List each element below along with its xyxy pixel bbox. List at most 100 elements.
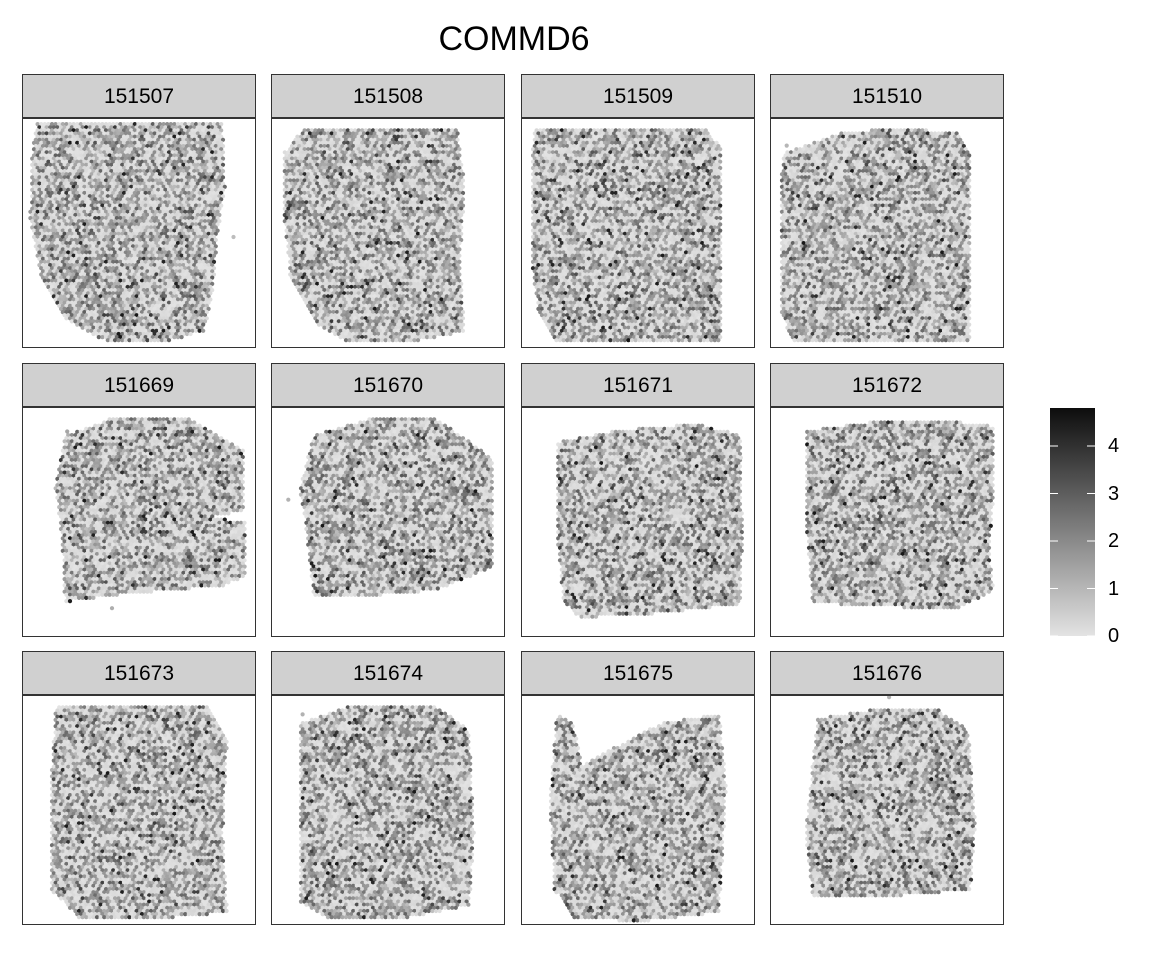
spot (163, 331, 168, 337)
spot (60, 291, 65, 296)
spot (84, 269, 89, 274)
spot (311, 181, 316, 186)
spot (87, 250, 92, 255)
spot (286, 156, 291, 161)
spot (331, 140, 336, 145)
spot (60, 278, 65, 283)
spot (87, 187, 92, 192)
spot (121, 197, 127, 202)
spot (177, 300, 182, 305)
spot (39, 216, 44, 221)
spot (139, 216, 145, 221)
spot (168, 153, 173, 158)
spot (80, 162, 85, 167)
spot (175, 322, 181, 327)
spot (186, 172, 191, 177)
spot (73, 137, 78, 142)
spot (154, 303, 159, 308)
spot (192, 319, 197, 324)
spot (98, 150, 103, 155)
spot (457, 184, 462, 189)
spot (358, 156, 363, 161)
spot (60, 209, 65, 214)
spot (138, 306, 143, 311)
spot (403, 153, 408, 158)
spot (166, 175, 172, 180)
spot (42, 278, 47, 283)
spot (179, 241, 184, 246)
spot (138, 325, 143, 330)
spot (60, 153, 65, 158)
spot (405, 150, 410, 155)
spot (136, 303, 141, 308)
spot (188, 319, 193, 324)
spot (46, 222, 51, 227)
spot (143, 297, 148, 302)
spot (174, 263, 179, 268)
spot (168, 197, 173, 202)
spot (71, 159, 76, 164)
spot (109, 237, 114, 243)
spot (179, 228, 184, 233)
spot (121, 209, 127, 214)
spot (152, 338, 157, 343)
spot (120, 200, 125, 205)
spot (184, 250, 190, 255)
spot (75, 147, 80, 152)
spot (401, 175, 406, 180)
spot (397, 162, 403, 167)
spot (291, 159, 296, 164)
spot (150, 310, 155, 315)
spot (156, 156, 161, 161)
spot (179, 297, 184, 302)
spot (457, 159, 462, 164)
spot (210, 206, 215, 211)
spot (123, 181, 128, 186)
spot (80, 263, 85, 268)
spot (156, 237, 161, 243)
spot (282, 156, 287, 161)
spot (85, 209, 91, 214)
spot (188, 137, 193, 142)
spot (300, 144, 305, 149)
spot (435, 153, 440, 158)
spot (195, 181, 200, 186)
spot (356, 134, 361, 139)
spot (125, 253, 130, 258)
spot (48, 175, 53, 180)
spot (166, 275, 172, 280)
spot (91, 288, 96, 293)
spot (121, 316, 127, 321)
spot (66, 144, 71, 149)
spot (159, 181, 164, 186)
spot (116, 231, 121, 236)
spot (102, 212, 107, 218)
spot (197, 316, 202, 321)
spot (204, 190, 209, 196)
spot (109, 263, 114, 268)
spot (55, 156, 60, 161)
spot (134, 125, 139, 130)
spot (192, 162, 197, 167)
spot (433, 150, 439, 155)
spot (143, 153, 148, 158)
spot (84, 319, 89, 324)
spot (93, 322, 98, 327)
spot (103, 259, 109, 264)
spot (435, 190, 440, 196)
spot (116, 237, 121, 243)
spot (73, 206, 78, 211)
spot (193, 234, 199, 239)
spot (450, 134, 455, 139)
spot (388, 140, 394, 145)
spot (71, 272, 76, 277)
spot (166, 187, 172, 192)
spot (172, 190, 177, 196)
spot (157, 241, 163, 246)
spot (35, 147, 40, 152)
spot (82, 153, 87, 158)
spot (84, 219, 89, 224)
spot (123, 319, 128, 324)
spot (100, 335, 105, 340)
spot (103, 303, 109, 308)
